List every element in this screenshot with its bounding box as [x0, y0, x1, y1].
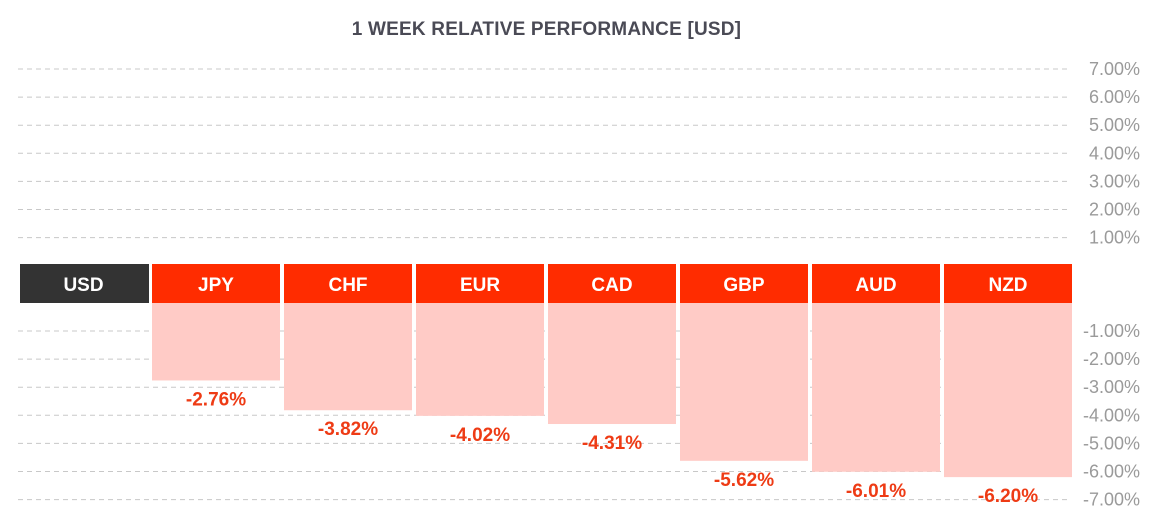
- bar: [284, 303, 412, 411]
- tick-layer: 7.00% 6.00% 5.00% 4.00% 3.00% 2.00% 1.00% -1.00…: [1083, 59, 1140, 510]
- y-tick-label: -7.00%: [1083, 490, 1140, 510]
- header-layer: USD JPY CHF EUR CAD GBP AUD NZD: [20, 264, 1072, 303]
- currency-header: [548, 264, 676, 303]
- category-label: GBP: [723, 275, 765, 296]
- data-label: -5.62%: [714, 470, 774, 491]
- currency-header: [944, 264, 1072, 303]
- base-currency-header: [20, 264, 149, 303]
- data-label: -2.76%: [186, 389, 246, 410]
- category-label: EUR: [460, 275, 500, 296]
- label-layer: -2.76% -3.82% -4.02% -4.31% -5.62% -6.01% -6.2…: [186, 389, 1038, 507]
- data-label: -6.20%: [978, 486, 1038, 507]
- bar: [812, 303, 940, 472]
- category-label: NZD: [988, 275, 1027, 296]
- bar: [548, 303, 676, 425]
- y-tick-label: 7.00%: [1089, 59, 1140, 79]
- y-tick-label: -1.00%: [1083, 321, 1140, 341]
- currency-header: [284, 264, 412, 303]
- y-tick-label: 1.00%: [1089, 228, 1140, 248]
- bar: [944, 303, 1072, 478]
- bar: [152, 303, 280, 381]
- data-label: -4.31%: [582, 433, 642, 454]
- data-label: -4.02%: [450, 425, 510, 446]
- currency-header: [680, 264, 808, 303]
- category-label: JPY: [198, 275, 234, 296]
- currency-header: [812, 264, 940, 303]
- y-tick-label: 3.00%: [1089, 171, 1140, 191]
- y-tick-label: 2.00%: [1089, 200, 1140, 220]
- category-label: CHF: [328, 275, 367, 296]
- y-tick-label: -5.00%: [1083, 433, 1140, 453]
- y-tick-label: -4.00%: [1083, 405, 1140, 425]
- currency-header: [152, 264, 280, 303]
- base-currency-label: USD: [63, 275, 103, 296]
- currency-header: [416, 264, 544, 303]
- category-label: AUD: [855, 275, 896, 296]
- data-label: -6.01%: [846, 481, 906, 502]
- y-tick-label: 4.00%: [1089, 143, 1140, 163]
- category-label: CAD: [591, 275, 632, 296]
- chart-title: 1 WEEK RELATIVE PERFORMANCE [USD]: [351, 19, 742, 40]
- data-label: -3.82%: [318, 419, 378, 440]
- bar: [680, 303, 808, 461]
- y-tick-label: 5.00%: [1089, 115, 1140, 135]
- y-tick-label: -6.00%: [1083, 462, 1140, 482]
- y-tick-label: 6.00%: [1089, 87, 1140, 107]
- y-tick-label: -3.00%: [1083, 377, 1140, 397]
- y-tick-label: -2.00%: [1083, 349, 1140, 369]
- bar: [416, 303, 544, 416]
- bar-layer: [152, 303, 1072, 478]
